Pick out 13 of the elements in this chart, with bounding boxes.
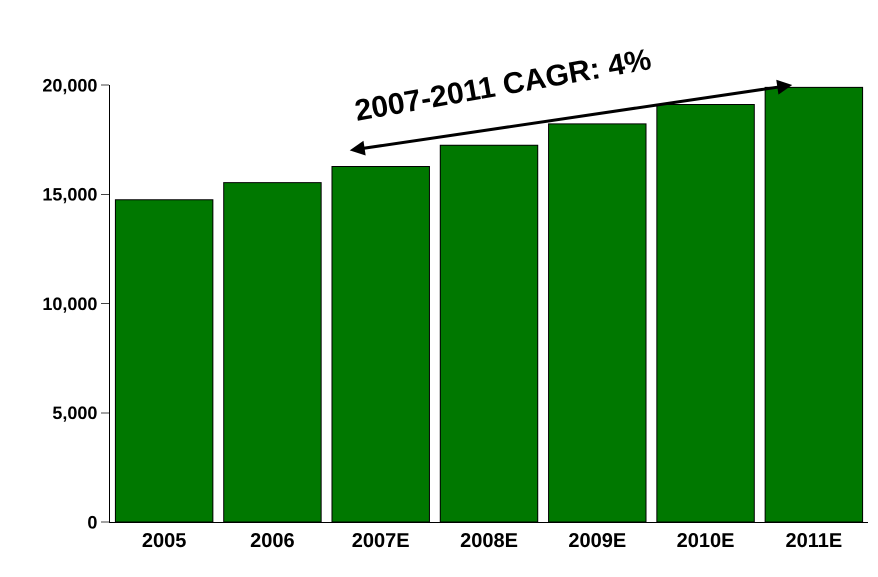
y-tick-label: 20,000: [42, 75, 98, 96]
y-tick-label: 15,000: [42, 184, 98, 205]
x-tick-label: 2006: [250, 530, 295, 552]
y-tick-label: 10,000: [42, 294, 98, 314]
x-tick-label: 2010E: [676, 530, 734, 552]
x-tick-label: 2008E: [460, 530, 518, 552]
x-tick-label: 2005: [142, 530, 186, 552]
y-tick-label: 0: [87, 512, 98, 532]
x-tick-label: 2011E: [785, 530, 842, 552]
annotation: 2007-2011 CAGR: 4%: [352, 43, 654, 128]
x-tick-label: 2009E: [568, 530, 626, 552]
x-tick-label: 2007E: [352, 530, 410, 552]
y-tick-label: 5,000: [52, 403, 98, 424]
